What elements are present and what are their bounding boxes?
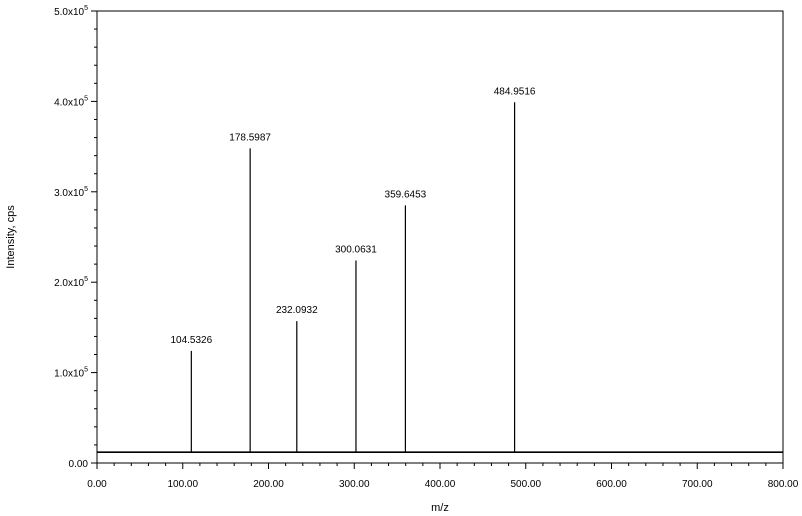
x-tick-label: 400.00 [425, 479, 456, 490]
x-tick-label: 800.00 [768, 479, 799, 490]
x-tick-label: 500.00 [510, 479, 541, 490]
y-tick-label: 1.0x105 [54, 367, 88, 380]
peaks-layer: 104.5326 178.5987 232.0932 300.0631 359.6453… [97, 86, 783, 453]
x-axis-ticks: 0.00 100.00 200.00 300.00 400.00 500.00 600.00… [87, 463, 799, 490]
y-tick-label: 0.00 [69, 459, 89, 470]
peak-label: 104.5326 [170, 335, 212, 346]
peak-label: 232.0932 [276, 305, 318, 316]
peak-label: 484.9516 [494, 86, 536, 97]
peak-label: 178.5987 [229, 132, 271, 143]
plot-border [96, 10, 784, 464]
plot-frame [96, 10, 784, 464]
y-tick-label: 3.0x105 [54, 186, 88, 199]
x-axis-title: m/z [431, 502, 449, 514]
y-axis-ticks: 0.00 1.0x105 2.0x105 3.0x105 4.0x105 5.0x105 [54, 5, 97, 470]
x-tick-label: 0.00 [87, 479, 107, 490]
y-tick-label: 4.0x105 [54, 95, 88, 108]
y-tick-label: 5.0x105 [54, 5, 88, 18]
x-tick-label: 300.00 [339, 479, 370, 490]
x-tick-label: 600.00 [596, 479, 627, 490]
peak-label: 300.0631 [335, 245, 377, 256]
x-tick-label: 200.00 [253, 479, 284, 490]
x-tick-label: 700.00 [682, 479, 713, 490]
y-tick-label: 2.0x105 [54, 276, 88, 289]
y-axis-title: Intensity, cps [5, 205, 17, 269]
x-tick-label: 100.00 [167, 479, 198, 490]
peak-label: 359.6453 [385, 189, 427, 200]
